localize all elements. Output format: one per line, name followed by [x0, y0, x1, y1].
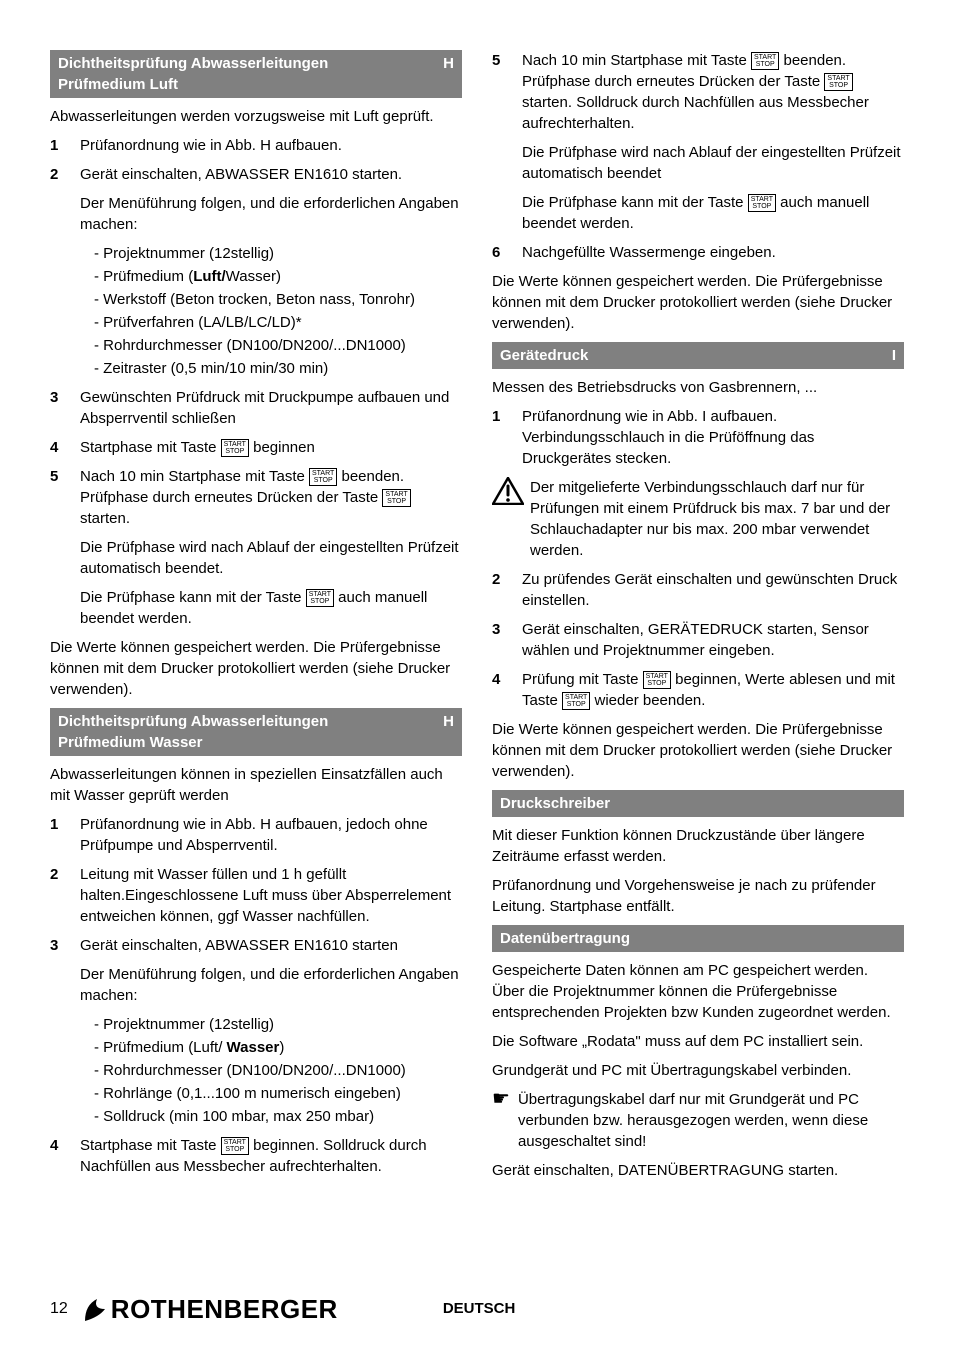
- section-header-geraetedruck: Gerätedruck I: [492, 342, 904, 369]
- ordered-list: Prüfanordnung wie in Abb. I aufbauen. Ve…: [492, 406, 904, 469]
- pointer-note: ☛ Übertragungskabel darf nur mit Grundge…: [492, 1089, 904, 1152]
- list-item: Nachgefüllte Wassermenge eingeben.: [492, 242, 904, 263]
- section-header-datenuebertragung: Datenübertragung: [492, 925, 904, 952]
- section-ref: H: [443, 53, 454, 74]
- warning-text: Der mitgelieferte Verbindungsschlauch da…: [530, 477, 904, 561]
- pointer-text: Übertragungskabel darf nur mit Grundgerä…: [518, 1089, 904, 1152]
- bullet-item: - Prüfmedium (Luft/ Wasser): [94, 1037, 462, 1058]
- startstop-icon: STARTSTOP: [221, 1137, 249, 1155]
- bullet-item: - Projektnummer (12stellig): [94, 243, 462, 264]
- section-title: Prüfmedium Wasser: [58, 732, 328, 753]
- startstop-icon: STARTSTOP: [382, 489, 410, 507]
- warning-icon: [492, 477, 524, 505]
- bullet-item: - Rohrlänge (0,1...100 m numerisch einge…: [94, 1083, 462, 1104]
- startstop-icon: STARTSTOP: [824, 73, 852, 91]
- list-item: Gerät einschalten, GERÄTEDRUCK starten, …: [492, 619, 904, 661]
- brand-logo: ROTHENBERGER: [83, 1291, 338, 1327]
- section-title: Druckschreiber: [500, 793, 610, 814]
- bullet-item: - Rohrdurchmesser (DN100/DN200/...DN1000…: [94, 335, 462, 356]
- list-item: Nach 10 min Startphase mit Taste STARTST…: [492, 50, 904, 234]
- body-text: Gespeicherte Daten können am PC gespeich…: [492, 960, 904, 1023]
- section-ref: H: [443, 711, 454, 732]
- section-header-wasser: Dichtheitsprüfung Abwasserleitungen Prüf…: [50, 708, 462, 756]
- body-text: Messen des Betriebsdrucks von Gasbrenner…: [492, 377, 904, 398]
- hand-icon: ☛: [492, 1089, 510, 1152]
- ordered-list: Zu prüfendes Gerät einschalten und gewün…: [492, 569, 904, 711]
- list-item: Gerät einschalten, ABWASSER EN1610 start…: [50, 164, 462, 379]
- list-item: Gerät einschalten, ABWASSER EN1610 start…: [50, 935, 462, 1127]
- list-item: Leitung mit Wasser füllen und 1 h gefüll…: [50, 864, 462, 927]
- section-title: Prüfmedium Luft: [58, 74, 328, 95]
- body-text: Gerät einschalten, DATENÜBERTRAGUNG star…: [492, 1160, 904, 1181]
- list-item: Nach 10 min Startphase mit Taste STARTST…: [50, 466, 462, 629]
- section-title: Gerätedruck: [500, 345, 588, 366]
- page-number: 12: [50, 1298, 68, 1320]
- body-text: Der Menüführung folgen, und die erforder…: [80, 193, 462, 235]
- body-text: Der Menüführung folgen, und die erforder…: [80, 964, 462, 1006]
- bullet-item: - Rohrdurchmesser (DN100/DN200/...DN1000…: [94, 1060, 462, 1081]
- list-item: Prüfanordnung wie in Abb. I aufbauen. Ve…: [492, 406, 904, 469]
- startstop-icon: STARTSTOP: [309, 468, 337, 486]
- body-text: Die Prüfphase wird nach Ablauf der einge…: [80, 537, 462, 579]
- body-text: Prüfanordnung und Vorgehensweise je nach…: [492, 875, 904, 917]
- startstop-icon: STARTSTOP: [562, 692, 590, 710]
- right-column: Nach 10 min Startphase mit Taste STARTST…: [492, 50, 904, 1189]
- section-ref: I: [892, 345, 896, 366]
- body-text: Grundgerät und PC mit Übertragungskabel …: [492, 1060, 904, 1081]
- bullet-list: - Projektnummer (12stellig) - Prüfmedium…: [80, 1014, 462, 1127]
- section-title: Dichtheitsprüfung Abwasserleitungen: [58, 711, 328, 732]
- list-item: Startphase mit Taste STARTSTOP beginnen: [50, 437, 462, 458]
- page-footer: 12 ROTHENBERGER DEUTSCH: [50, 1291, 904, 1327]
- body-text: Die Werte können gespeichert werden. Die…: [492, 271, 904, 334]
- section-title: Datenübertragung: [500, 928, 630, 949]
- ordered-list: Prüfanordnung wie in Abb. H aufbauen, je…: [50, 814, 462, 1177]
- section-header-druckschreiber: Druckschreiber: [492, 790, 904, 817]
- body-text: Die Prüfphase kann mit der Taste STARTST…: [80, 587, 462, 629]
- body-text: Die Werte können gespeichert werden. Die…: [50, 637, 462, 700]
- warning-note: Der mitgelieferte Verbindungsschlauch da…: [492, 477, 904, 561]
- body-text: Die Software „Rodata" muss auf dem PC in…: [492, 1031, 904, 1052]
- startstop-icon: STARTSTOP: [643, 671, 671, 689]
- language-label: DEUTSCH: [443, 1298, 516, 1319]
- body-text: Die Prüfphase kann mit der Taste STARTST…: [522, 192, 904, 234]
- bullet-item: - Prüfverfahren (LA/LB/LC/LD)*: [94, 312, 462, 333]
- bullet-item: - Solldruck (min 100 mbar, max 250 mbar): [94, 1106, 462, 1127]
- body-text: Die Werte können gespeichert werden. Die…: [492, 719, 904, 782]
- bullet-item: - Projektnummer (12stellig): [94, 1014, 462, 1035]
- body-text: Abwasserleitungen werden vorzugsweise mi…: [50, 106, 462, 127]
- list-item: Prüfanordnung wie in Abb. H aufbauen, je…: [50, 814, 462, 856]
- section-header-luft: Dichtheitsprüfung Abwasserleitungen Prüf…: [50, 50, 462, 98]
- startstop-icon: STARTSTOP: [306, 589, 334, 607]
- list-item: Startphase mit Taste STARTSTOP beginnen.…: [50, 1135, 462, 1177]
- startstop-icon: STARTSTOP: [748, 194, 776, 212]
- body-text: Abwasserleitungen können in speziellen E…: [50, 764, 462, 806]
- bullet-item: - Zeitraster (0,5 min/10 min/30 min): [94, 358, 462, 379]
- list-item: Zu prüfendes Gerät einschalten und gewün…: [492, 569, 904, 611]
- left-column: Dichtheitsprüfung Abwasserleitungen Prüf…: [50, 50, 462, 1189]
- bullet-item: - Prüfmedium (Luft/Wasser): [94, 266, 462, 287]
- list-item: Gewünschten Prüfdruck mit Druckpumpe auf…: [50, 387, 462, 429]
- section-title: Dichtheitsprüfung Abwasserleitungen: [58, 53, 328, 74]
- bullet-item: - Werkstoff (Beton trocken, Beton nass, …: [94, 289, 462, 310]
- body-text: Mit dieser Funktion können Druckzustände…: [492, 825, 904, 867]
- list-item: Prüfung mit Taste STARTSTOP beginnen, We…: [492, 669, 904, 711]
- ordered-list: Nach 10 min Startphase mit Taste STARTST…: [492, 50, 904, 263]
- bullet-list: - Projektnummer (12stellig) - Prüfmedium…: [80, 243, 462, 379]
- list-item: Prüfanordnung wie in Abb. H aufbauen.: [50, 135, 462, 156]
- startstop-icon: STARTSTOP: [221, 439, 249, 457]
- logo-text: ROTHENBERGER: [111, 1291, 338, 1327]
- startstop-icon: STARTSTOP: [751, 52, 779, 70]
- ordered-list: Prüfanordnung wie in Abb. H aufbauen. Ge…: [50, 135, 462, 629]
- body-text: Die Prüfphase wird nach Ablauf der einge…: [522, 142, 904, 184]
- logo-mark-icon: [83, 1295, 111, 1323]
